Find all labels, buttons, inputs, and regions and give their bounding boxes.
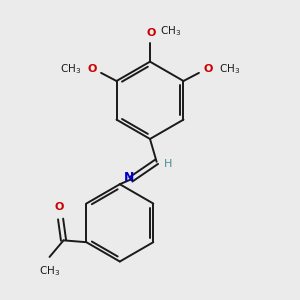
Text: CH$_3$: CH$_3$ — [39, 264, 60, 278]
Text: O: O — [203, 64, 213, 74]
Text: CH$_3$: CH$_3$ — [60, 62, 81, 76]
Text: H: H — [164, 159, 172, 169]
Text: CH$_3$: CH$_3$ — [160, 25, 182, 38]
Text: N: N — [124, 172, 135, 184]
Text: O: O — [54, 202, 64, 212]
Text: O: O — [147, 28, 156, 38]
Text: CH$_3$: CH$_3$ — [219, 62, 240, 76]
Text: O: O — [87, 64, 97, 74]
